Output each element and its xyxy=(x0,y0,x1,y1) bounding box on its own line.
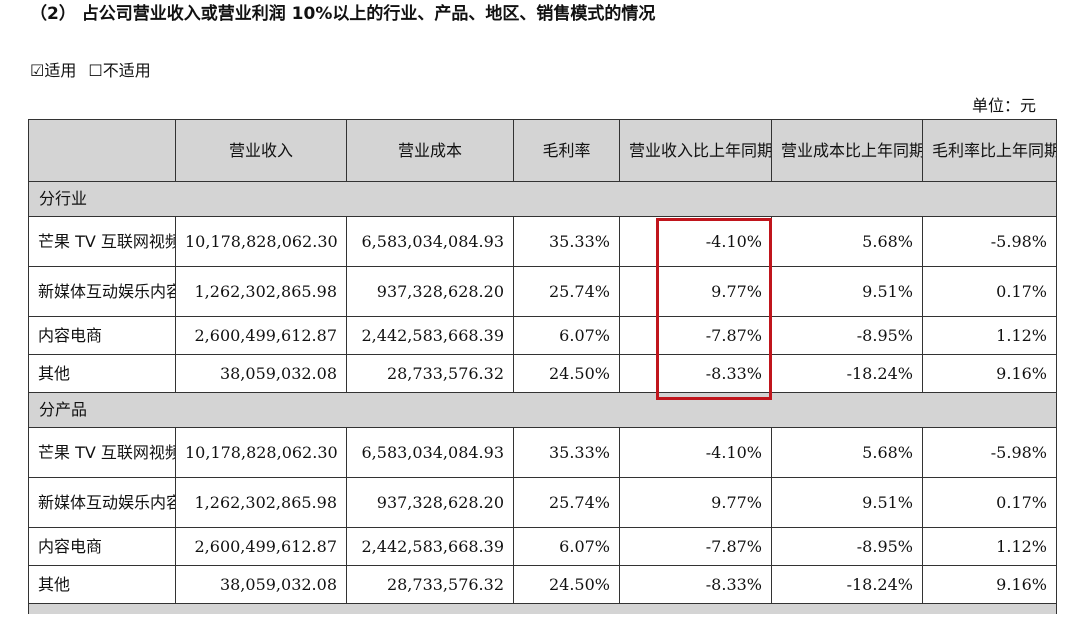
cost-yoy-cell: -18.24% xyxy=(771,565,923,604)
section-label: 分产品 xyxy=(28,392,1057,428)
header-revenue: 营业收入 xyxy=(175,119,347,182)
margin-yoy-cell: 1.12% xyxy=(922,527,1057,566)
cost-cell: 6,583,034,084.93 xyxy=(346,427,514,478)
margin-yoy-cell: 0.17% xyxy=(922,477,1057,528)
cost-yoy-cell: 5.68% xyxy=(771,427,923,478)
header-gross-margin: 毛利率 xyxy=(513,119,620,182)
row-name: 新媒体互动娱乐内容制作 xyxy=(28,266,176,317)
revenue-cell: 38,059,032.08 xyxy=(175,354,347,393)
header-margin-yoy: 毛利率比上年同期增减 xyxy=(922,119,1057,182)
cost-cell: 6,583,034,084.93 xyxy=(346,216,514,267)
row-name: 内容电商 xyxy=(28,316,176,355)
row-name: 其他 xyxy=(28,354,176,393)
table-row: 其他 38,059,032.08 28,733,576.32 24.50% -8… xyxy=(28,354,1057,393)
row-name: 新媒体互动娱乐内容制作 xyxy=(28,477,176,528)
section-row-industry: 分行业 xyxy=(28,181,1057,217)
cost-cell: 937,328,628.20 xyxy=(346,266,514,317)
margin-yoy-cell: 9.16% xyxy=(922,565,1057,604)
applicable-checkbox: ☑适用 xyxy=(30,61,77,80)
margin-yoy-cell: 1.12% xyxy=(922,316,1057,355)
table-row: 内容电商 2,600,499,612.87 2,442,583,668.39 6… xyxy=(28,527,1057,566)
cost-cell: 2,442,583,668.39 xyxy=(346,316,514,355)
table-row: 其他 38,059,032.08 28,733,576.32 24.50% -8… xyxy=(28,565,1057,604)
header-cost: 营业成本 xyxy=(346,119,514,182)
gross-margin-cell: 24.50% xyxy=(513,354,620,393)
section-title: （2） 占公司营业收入或营业利润 10%以上的行业、产品、地区、销售模式的情况 xyxy=(30,4,656,24)
gross-margin-cell: 35.33% xyxy=(513,216,620,267)
gross-margin-cell: 6.07% xyxy=(513,527,620,566)
table-row: 新媒体互动娱乐内容制作 1,262,302,865.98 937,328,628… xyxy=(28,477,1057,528)
margin-yoy-cell: -5.98% xyxy=(922,427,1057,478)
revenue-cell: 1,262,302,865.98 xyxy=(175,477,347,528)
header-blank xyxy=(28,119,176,182)
gross-margin-cell: 24.50% xyxy=(513,565,620,604)
table-row: 内容电商 2,600,499,612.87 2,442,583,668.39 6… xyxy=(28,316,1057,355)
not-applicable-checkbox: ☐不适用 xyxy=(88,61,151,80)
cost-yoy-cell: 9.51% xyxy=(771,266,923,317)
gross-margin-cell: 25.74% xyxy=(513,477,620,528)
revenue-yoy-cell: -8.33% xyxy=(619,565,772,604)
section-row-product: 分产品 xyxy=(28,392,1057,428)
revenue-cell: 2,600,499,612.87 xyxy=(175,316,347,355)
revenue-yoy-cell: -8.33% xyxy=(619,354,772,393)
revenue-cell: 10,178,828,062.30 xyxy=(175,427,347,478)
table-row-partial xyxy=(28,603,1057,614)
row-name: 芒果 TV 互联网视频业务 xyxy=(28,216,176,267)
margin-yoy-cell: 0.17% xyxy=(922,266,1057,317)
revenue-yoy-cell: 9.77% xyxy=(619,477,772,528)
revenue-yoy-cell: -4.10% xyxy=(619,427,772,478)
cost-yoy-cell: -8.95% xyxy=(771,316,923,355)
cost-yoy-cell: 5.68% xyxy=(771,216,923,267)
cost-yoy-cell: -8.95% xyxy=(771,527,923,566)
partial-row-cell xyxy=(28,603,1057,614)
cost-cell: 28,733,576.32 xyxy=(346,565,514,604)
unit-label: 单位：元 xyxy=(971,96,1036,115)
cost-cell: 2,442,583,668.39 xyxy=(346,527,514,566)
revenue-cell: 10,178,828,062.30 xyxy=(175,216,347,267)
row-name: 芒果 TV 互联网视频业务 xyxy=(28,427,176,478)
section-label: 分行业 xyxy=(28,181,1057,217)
applicability-options: ☑适用 ☐不适用 xyxy=(30,57,163,81)
header-row: 营业收入 营业成本 毛利率 营业收入比上年同期增减 营业成本比上年同期增减 毛利… xyxy=(28,119,1057,182)
header-revenue-yoy: 营业收入比上年同期增减 xyxy=(619,119,772,182)
revenue-yoy-cell: 9.77% xyxy=(619,266,772,317)
table-row: 芒果 TV 互联网视频业务 10,178,828,062.30 6,583,03… xyxy=(28,216,1057,267)
margin-yoy-cell: 9.16% xyxy=(922,354,1057,393)
cost-yoy-cell: 9.51% xyxy=(771,477,923,528)
gross-margin-cell: 25.74% xyxy=(513,266,620,317)
cost-cell: 937,328,628.20 xyxy=(346,477,514,528)
revenue-cell: 38,059,032.08 xyxy=(175,565,347,604)
cost-yoy-cell: -18.24% xyxy=(771,354,923,393)
cost-cell: 28,733,576.32 xyxy=(346,354,514,393)
revenue-breakdown-table: 营业收入 营业成本 毛利率 营业收入比上年同期增减 营业成本比上年同期增减 毛利… xyxy=(28,119,1057,614)
gross-margin-cell: 6.07% xyxy=(513,316,620,355)
revenue-yoy-cell: -7.87% xyxy=(619,316,772,355)
row-name: 内容电商 xyxy=(28,527,176,566)
revenue-cell: 2,600,499,612.87 xyxy=(175,527,347,566)
row-name: 其他 xyxy=(28,565,176,604)
gross-margin-cell: 35.33% xyxy=(513,427,620,478)
revenue-cell: 1,262,302,865.98 xyxy=(175,266,347,317)
margin-yoy-cell: -5.98% xyxy=(922,216,1057,267)
table-row: 芒果 TV 互联网视频业务 10,178,828,062.30 6,583,03… xyxy=(28,427,1057,478)
header-cost-yoy: 营业成本比上年同期增减 xyxy=(771,119,923,182)
revenue-yoy-cell: -4.10% xyxy=(619,216,772,267)
revenue-yoy-cell: -7.87% xyxy=(619,527,772,566)
table-row: 新媒体互动娱乐内容制作 1,262,302,865.98 937,328,628… xyxy=(28,266,1057,317)
